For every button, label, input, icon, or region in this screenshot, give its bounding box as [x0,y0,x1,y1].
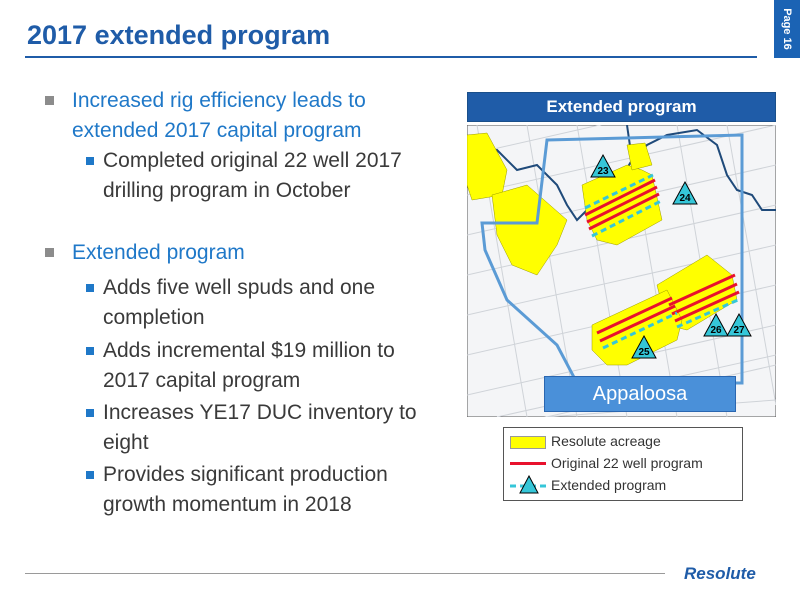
bullet-level2: Increases YE17 DUC inventory to eight [103,401,417,454]
appaloosa-boundary [480,133,744,385]
sub-bullet-marker [86,471,94,479]
red-line-swatch [510,462,546,465]
resolute-logo: Resolute [684,564,756,583]
page-number-tab: Page 16 [774,0,800,58]
original-well-program [584,178,740,343]
extended-swatch [510,475,548,494]
extended-well-program [584,173,741,350]
bullet-list: Increased rig efficiency leads to extend… [45,89,417,516]
bullet-level2: Completed original 22 well 2017 drilling… [103,149,402,202]
legend-item-original: Original 22 well program [504,453,742,473]
bullet-marker [45,96,54,105]
sub-bullet-marker [86,284,94,292]
bullet-level1: Increased rig efficiency leads to extend… [72,89,366,142]
appaloosa-label: Appaloosa [544,376,736,412]
legend-label: Extended program [551,477,667,493]
sub-bullet-marker [86,409,94,417]
page-number-label: Page 16 [781,8,793,50]
well-marker-25: 25 [631,334,657,359]
bullet-level2: Adds five well spuds and one completion [103,276,376,329]
well-marker-23: 23 [590,153,616,178]
well-label: 25 [638,347,650,358]
legend-label: Original 22 well program [551,455,703,471]
slide-title: 2017 extended program [27,20,331,50]
bullet-level1: Extended program [72,241,245,264]
legend-item-acreage: Resolute acreage [504,431,742,451]
well-label: 26 [710,325,722,336]
well-label: 24 [679,193,691,204]
map-legend: Resolute acreage Original 22 well progra… [503,427,743,501]
acreage-map: 23 24 25 26 27 [467,125,776,417]
well-marker-26: 26 [703,312,729,337]
well-marker-24: 24 [672,180,698,205]
legend-label: Resolute acreage [551,433,661,449]
title-underline [25,56,757,58]
acreage-swatch [510,436,546,449]
well-label: 23 [597,166,609,177]
bullet-level2: Provides significant production growth m… [103,463,388,516]
well-marker-27: 27 [726,312,752,337]
bullet-level2: Adds incremental $19 million to 2017 cap… [103,339,395,392]
footer-rule [25,573,665,574]
well-label: 27 [733,325,745,336]
sub-bullet-marker [86,157,94,165]
bullet-marker [45,248,54,257]
legend-item-extended: Extended program [504,475,742,495]
sub-bullet-marker [86,347,94,355]
map-header: Extended program [467,92,776,122]
